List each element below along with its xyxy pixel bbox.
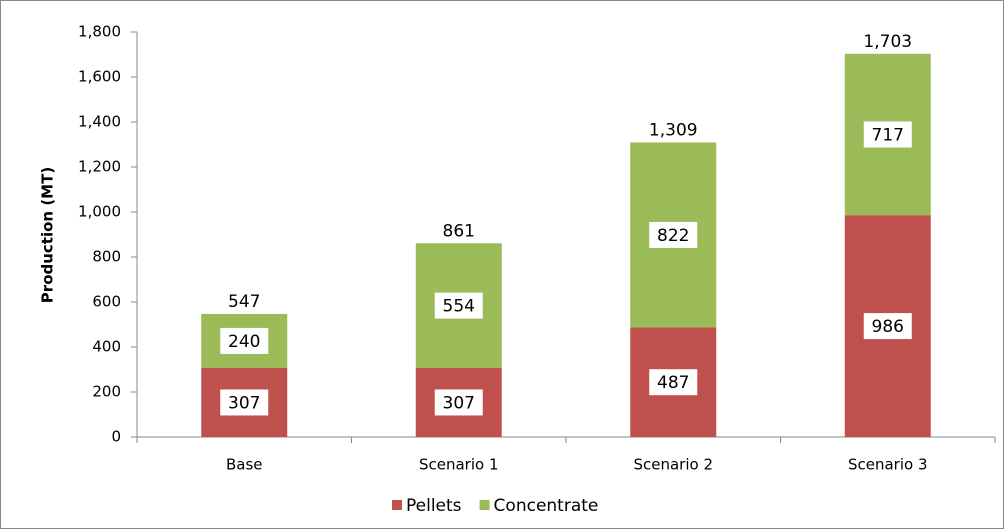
y-axis-title: Production (MT) <box>39 167 57 303</box>
data-label: 307 <box>443 393 475 413</box>
y-tick-label: 1,400 <box>78 113 121 131</box>
total-label: 547 <box>228 292 260 312</box>
total-label: 861 <box>443 221 475 241</box>
x-tick-label: Scenario 2 <box>633 456 713 474</box>
data-label-box <box>649 221 698 248</box>
data-label: 487 <box>657 373 689 393</box>
data-label-box <box>649 369 698 396</box>
y-tick-label: 1,800 <box>78 23 121 41</box>
y-tick-label: 0 <box>111 428 121 446</box>
y-tick-label: 1,200 <box>78 158 121 176</box>
y-tick-label: 600 <box>92 293 121 311</box>
data-label: 307 <box>228 393 260 413</box>
data-label: 822 <box>657 226 689 246</box>
y-tick-label: 400 <box>92 338 121 356</box>
total-label: 1,703 <box>863 32 912 52</box>
data-label-box <box>863 313 912 340</box>
total-label: 1,309 <box>649 120 698 140</box>
legend-label: Pellets <box>406 496 462 516</box>
data-label-box <box>863 121 912 148</box>
x-tick-label: Scenario 3 <box>848 456 928 474</box>
data-label: 717 <box>872 125 904 145</box>
data-label: 240 <box>228 332 260 352</box>
legend-label: Concentrate <box>494 496 599 516</box>
y-tick-label: 800 <box>92 248 121 266</box>
data-label-box <box>220 327 269 354</box>
y-tick-label: 1,000 <box>78 203 121 221</box>
y-tick-label: 1,600 <box>78 68 121 86</box>
legend-swatch <box>479 500 490 510</box>
data-label-box <box>220 389 269 416</box>
legend-swatch <box>392 500 402 510</box>
data-label: 986 <box>872 317 904 337</box>
y-tick-label: 200 <box>92 383 121 401</box>
data-label: 554 <box>443 297 475 317</box>
x-tick-label: Scenario 1 <box>419 456 499 474</box>
data-label-box <box>434 389 483 416</box>
data-label-box <box>434 292 483 319</box>
x-tick-label: Base <box>226 456 263 474</box>
